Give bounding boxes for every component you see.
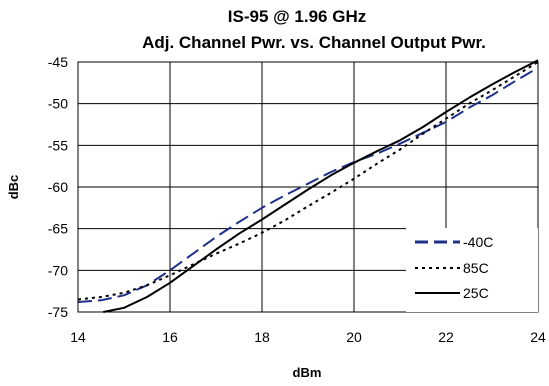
y-tick-label: -55: [48, 137, 68, 153]
y-tick-label: -60: [48, 179, 68, 195]
y-tick-label: -70: [48, 262, 68, 278]
legend-label: 25C: [463, 285, 489, 301]
legend-label: -40C: [463, 234, 493, 250]
x-tick-label: 14: [70, 329, 86, 345]
series-line-40c: [77, 66, 539, 303]
x-tick-label: 24: [530, 329, 546, 345]
x-tick-label: 18: [254, 329, 270, 345]
y-tick-label: -65: [48, 221, 68, 237]
x-tick-label: 16: [162, 329, 178, 345]
series-line-85c: [77, 61, 539, 301]
x-tick-label: 20: [346, 329, 362, 345]
x-tick-label: 22: [438, 329, 454, 345]
legend: -40C 85C 25C: [406, 228, 538, 312]
y-tick-label: -45: [48, 54, 68, 70]
plot-area-frame: [77, 61, 539, 313]
y-tick-label: -75: [48, 304, 68, 320]
chart-subtitle: Adj. Channel Pwr. vs. Channel Output Pwr…: [142, 33, 486, 52]
series-lines: [77, 59, 539, 313]
chart-title: IS-95 @ 1.96 GHz: [228, 7, 366, 26]
series-line-25c: [103, 59, 539, 313]
x-axis-label: dBm: [293, 365, 322, 380]
legend-label: 85C: [463, 260, 489, 276]
y-axis-label: dBc: [6, 175, 21, 200]
y-tick-label: -50: [48, 96, 68, 112]
